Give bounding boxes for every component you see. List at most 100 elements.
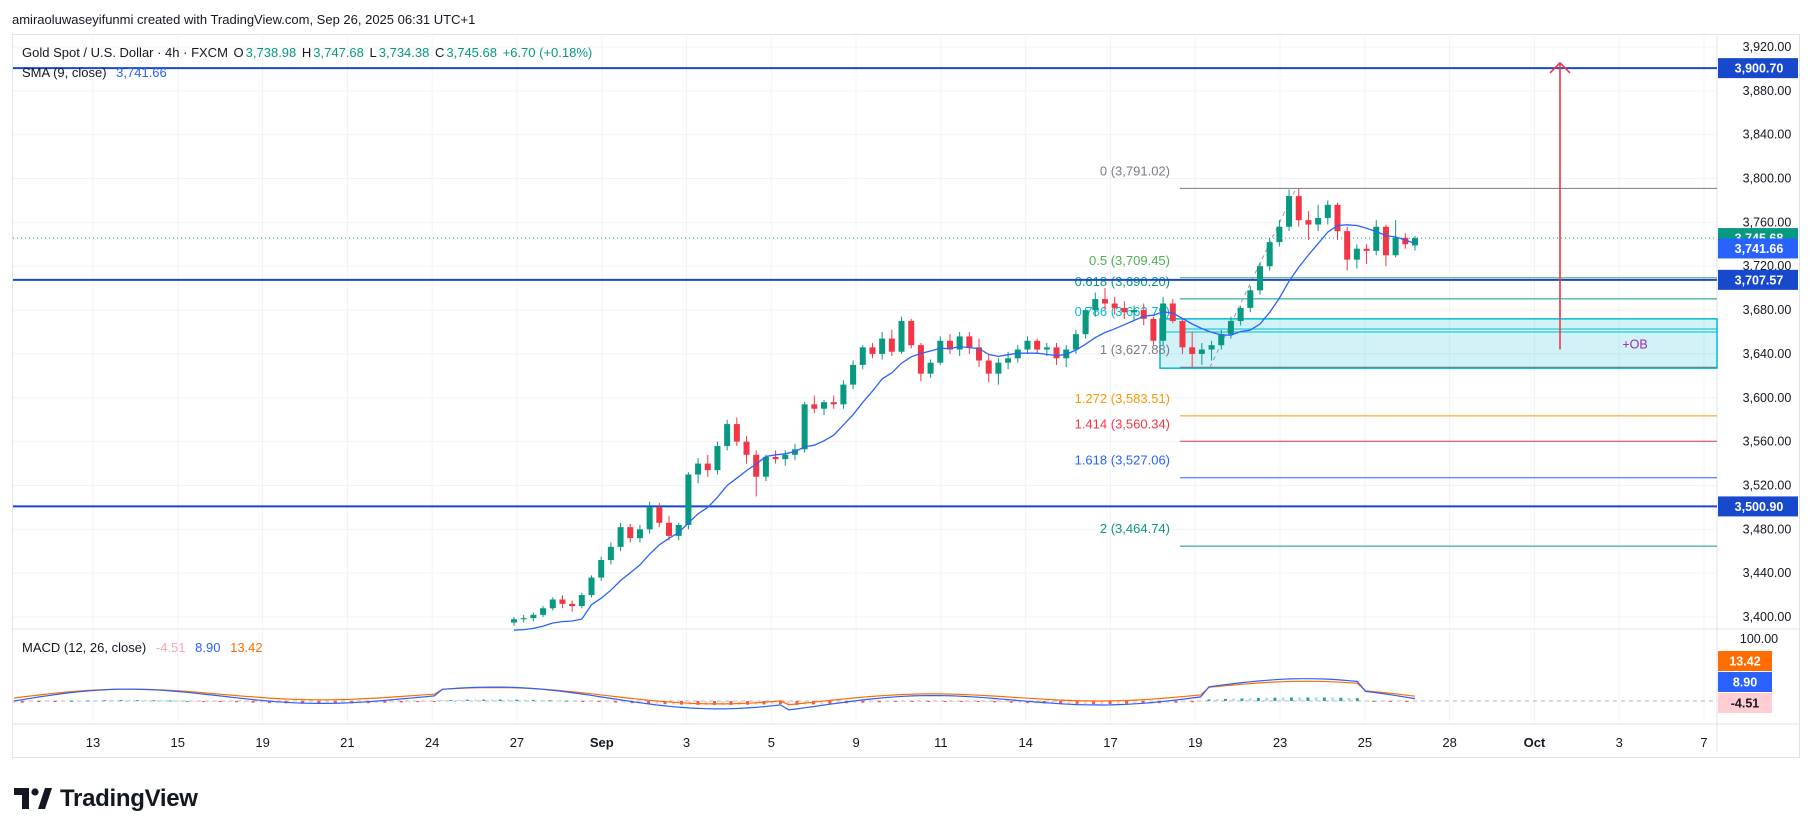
candle[interactable] (1218, 329, 1225, 350)
candle[interactable] (656, 503, 663, 528)
candle[interactable] (1024, 336, 1031, 354)
candle[interactable] (782, 450, 789, 466)
macd-histogram-bar (251, 701, 255, 703)
candle[interactable] (578, 592, 585, 609)
candle[interactable] (985, 353, 992, 383)
candle[interactable] (1034, 338, 1041, 354)
candle[interactable] (569, 600, 576, 612)
candle[interactable] (607, 542, 614, 565)
candle[interactable] (946, 334, 953, 354)
candle[interactable] (976, 338, 983, 368)
candle[interactable] (1276, 220, 1283, 247)
candle[interactable] (617, 522, 624, 552)
candle[interactable] (1121, 301, 1128, 319)
candle[interactable] (753, 450, 760, 497)
candle[interactable] (1053, 342, 1060, 365)
candle[interactable] (1382, 224, 1389, 267)
candle[interactable] (1140, 303, 1147, 326)
candle[interactable] (1014, 345, 1021, 363)
candle[interactable] (966, 332, 973, 354)
candle[interactable] (1363, 244, 1370, 265)
candle[interactable] (859, 345, 866, 370)
order-block-zone[interactable] (1159, 318, 1718, 369)
candle[interactable] (1198, 342, 1205, 365)
candle[interactable] (1344, 226, 1351, 271)
candle[interactable] (830, 395, 837, 409)
tradingview-brand[interactable]: TradingView (14, 785, 198, 813)
candle[interactable] (888, 329, 895, 357)
candle[interactable] (724, 419, 731, 451)
candle[interactable] (666, 516, 673, 541)
candle[interactable] (1373, 220, 1380, 256)
tradingview-wordmark: TradingView (60, 785, 198, 812)
candle[interactable] (1160, 296, 1167, 346)
candle[interactable] (588, 575, 595, 598)
candle[interactable] (636, 524, 643, 543)
candle[interactable] (879, 332, 886, 360)
candle[interactable] (1092, 292, 1099, 317)
candle[interactable] (1295, 188, 1302, 227)
candle-body (801, 404, 808, 450)
candle[interactable] (1101, 288, 1108, 311)
candle[interactable] (772, 450, 779, 464)
candle[interactable] (762, 454, 769, 482)
candle[interactable] (675, 522, 682, 541)
macd-histogram-bar (655, 701, 659, 704)
tradingview-logo-icon (14, 788, 52, 809)
candle[interactable] (714, 441, 721, 475)
candle[interactable] (1131, 305, 1138, 322)
candle[interactable] (956, 332, 963, 357)
candle[interactable] (1353, 244, 1360, 269)
candle[interactable] (1169, 299, 1176, 324)
candle[interactable] (1247, 285, 1254, 313)
candle[interactable] (1324, 200, 1331, 225)
candle[interactable] (1266, 237, 1273, 271)
candle[interactable] (1392, 220, 1399, 258)
candle[interactable] (850, 360, 857, 390)
candle[interactable] (1305, 211, 1312, 240)
candle[interactable] (704, 454, 711, 477)
candle[interactable] (1286, 189, 1293, 232)
candle[interactable] (917, 342, 924, 382)
candle[interactable] (695, 458, 702, 484)
candle[interactable] (1063, 345, 1070, 368)
candle[interactable] (869, 342, 876, 359)
candle[interactable] (520, 614, 527, 623)
candle[interactable] (1334, 202, 1341, 240)
candle[interactable] (840, 380, 847, 409)
macd-histogram-bar (37, 701, 41, 703)
candle[interactable] (1208, 340, 1215, 361)
candle[interactable] (559, 595, 566, 609)
candle[interactable] (811, 395, 818, 414)
macd-histogram-bar (259, 701, 263, 703)
candle[interactable] (1402, 233, 1409, 249)
candle[interactable] (801, 402, 808, 453)
candle[interactable] (1082, 307, 1089, 339)
candle[interactable] (1189, 332, 1196, 368)
candle[interactable] (821, 399, 828, 416)
candle[interactable] (598, 556, 605, 581)
candle[interactable] (627, 523, 634, 543)
candle[interactable] (937, 336, 944, 365)
candle[interactable] (927, 359, 934, 379)
candle[interactable] (685, 472, 692, 530)
candle[interactable] (733, 417, 740, 447)
candle[interactable] (1179, 318, 1186, 354)
candle[interactable] (1237, 305, 1244, 326)
candle[interactable] (1111, 296, 1118, 315)
candle[interactable] (743, 436, 750, 464)
candle[interactable] (1150, 316, 1157, 346)
candle-body (578, 595, 585, 607)
candle-body (1363, 248, 1370, 251)
candle[interactable] (646, 501, 653, 534)
candle[interactable] (898, 316, 905, 354)
candle[interactable] (1315, 204, 1322, 232)
candle[interactable] (540, 606, 547, 618)
candle[interactable] (510, 617, 518, 626)
candle[interactable] (1256, 261, 1263, 295)
candle[interactable] (549, 597, 556, 611)
candle[interactable] (995, 358, 1002, 385)
candle[interactable] (530, 612, 537, 622)
candle[interactable] (908, 318, 915, 349)
